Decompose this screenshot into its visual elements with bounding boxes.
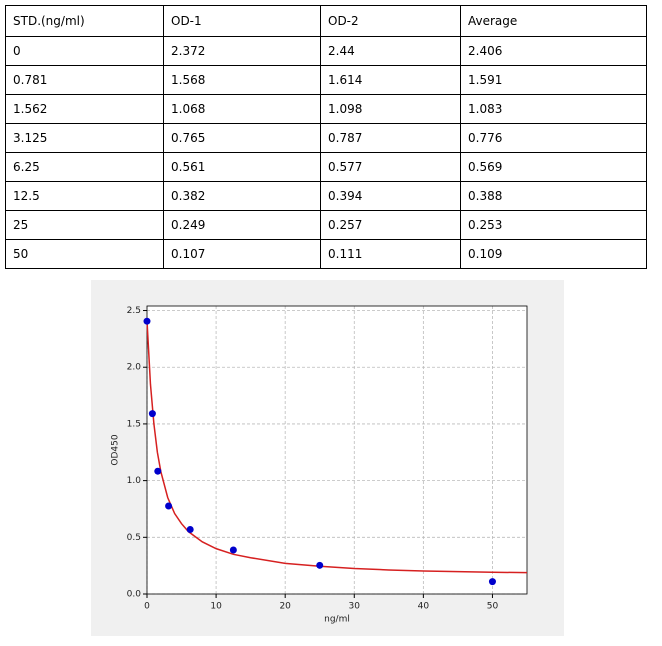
y-tick-label: 0.0 — [127, 590, 142, 600]
y-axis-label: OD450 — [111, 434, 121, 465]
table-row-cell: 0.561 — [163, 152, 321, 182]
data-point — [143, 317, 151, 325]
table-row: 0.781 1.568 1.614 1.591 — [5, 65, 647, 95]
y-tick-label: 0.5 — [127, 533, 141, 543]
data-point — [154, 467, 162, 475]
header-row-cell: STD.(ng/ml) — [5, 5, 164, 37]
table-row-cell: 0.249 — [163, 210, 321, 240]
x-tick-label: 40 — [418, 602, 430, 612]
data-table: STD.(ng/ml) OD-1 OD-2 Average 0 2.372 2.44 2.40… — [5, 5, 647, 269]
x-axis-label: ng/ml — [324, 615, 350, 625]
plot-area — [147, 306, 527, 594]
table-row: 25 0.249 0.257 0.253 — [5, 210, 647, 240]
table-row-cell: 1.068 — [163, 94, 321, 124]
x-tick-label: 20 — [279, 602, 291, 612]
data-point — [316, 561, 324, 569]
x-tick-label: 50 — [487, 602, 499, 612]
data-point — [229, 546, 237, 554]
table-row-cell: 2.44 — [320, 36, 461, 66]
x-tick-label: 0 — [144, 602, 150, 612]
table-row-cell: 0.111 — [320, 239, 461, 269]
table-row-cell: 0.394 — [320, 181, 461, 211]
y-tick-label: 2.0 — [127, 363, 142, 373]
table-row: 0 2.372 2.44 2.406 — [5, 36, 647, 66]
table-row-cell: 1.083 — [460, 94, 647, 124]
table-row-cell: 0.787 — [320, 123, 461, 153]
x-tick-label: 30 — [349, 602, 361, 612]
table-row-cell: 0.109 — [460, 239, 647, 269]
y-tick-label: 1.0 — [127, 476, 142, 486]
table-row-cell: 0.257 — [320, 210, 461, 240]
data-point — [148, 410, 156, 418]
data-point — [165, 502, 173, 510]
header-row: STD.(ng/ml) OD-1 OD-2 Average — [5, 5, 647, 37]
y-tick-label: 1.5 — [127, 419, 141, 429]
y-tick-label: 2.5 — [127, 306, 141, 316]
header-row-cell: OD-1 — [163, 5, 321, 37]
data-point — [488, 578, 496, 586]
table-row: 3.125 0.765 0.787 0.776 — [5, 123, 647, 153]
data-point — [186, 525, 194, 533]
x-tick-label: 10 — [210, 602, 222, 612]
header-row-cell: Average — [460, 5, 647, 37]
table-row-cell: 50 — [5, 239, 164, 269]
fit-curve — [146, 320, 528, 574]
table-row-cell: 1.562 — [5, 94, 164, 124]
table-row: 50 0.107 0.111 0.109 — [5, 239, 647, 269]
table-row-cell: 0.107 — [163, 239, 321, 269]
table-row-cell: 0.765 — [163, 123, 321, 153]
table-row-cell: 0.569 — [460, 152, 647, 182]
table-row-cell: 25 — [5, 210, 164, 240]
table-row-cell: 2.406 — [460, 36, 647, 66]
plot-frame — [146, 305, 528, 595]
